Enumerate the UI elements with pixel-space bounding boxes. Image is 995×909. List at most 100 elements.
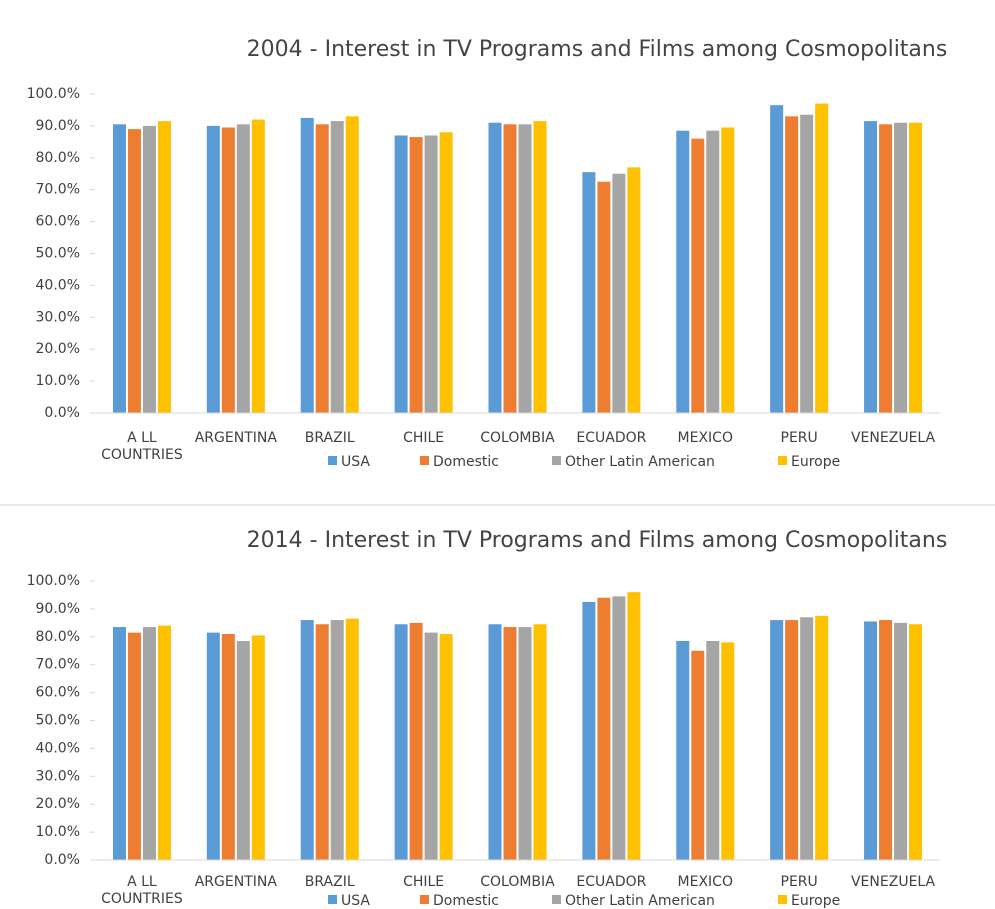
- bar: [627, 592, 641, 860]
- y-tick-label: 20.0%: [36, 796, 80, 812]
- bar: [409, 137, 423, 413]
- bar: [142, 627, 156, 860]
- bar: [236, 640, 250, 860]
- bar: [251, 119, 265, 414]
- bar: [909, 624, 923, 860]
- legend-swatch: [420, 895, 429, 904]
- bar: [721, 127, 735, 414]
- y-tick-label: 70.0%: [36, 657, 80, 673]
- x-tick-label: CHILE: [403, 430, 445, 446]
- bar: [300, 117, 314, 414]
- legend-swatch: [552, 456, 561, 465]
- bar: [785, 620, 799, 860]
- legend-label: Other Latin American: [565, 893, 715, 909]
- x-tick-label: PERU: [780, 430, 818, 446]
- bar: [518, 627, 532, 860]
- x-tick-label: BRAZIL: [304, 430, 355, 446]
- bar: [879, 124, 893, 414]
- x-tick-label: COLOMBIA: [480, 430, 555, 446]
- x-tick-label: MEXICO: [677, 430, 733, 446]
- y-tick-label: 30.0%: [36, 309, 80, 325]
- bar: [394, 135, 408, 413]
- bar: [251, 635, 265, 860]
- bar: [300, 620, 314, 860]
- chart-title: 2014 - Interest in TV Programs and Films…: [247, 528, 948, 553]
- bar: [488, 624, 502, 860]
- bar: [582, 172, 596, 413]
- bar: [612, 173, 626, 413]
- legend-label: Domestic: [433, 454, 499, 470]
- legend-label: USA: [341, 454, 370, 470]
- legend-label: Domestic: [433, 893, 499, 909]
- bar: [909, 122, 923, 414]
- bar: [157, 121, 171, 414]
- bar: [503, 124, 517, 414]
- bar: [864, 621, 878, 860]
- y-tick-label: 100.0%: [27, 573, 80, 589]
- bar: [706, 130, 720, 413]
- x-tick-label: ECUADOR: [576, 874, 647, 890]
- bar: [315, 124, 329, 414]
- y-tick-label: 0.0%: [44, 852, 80, 868]
- bar: [612, 596, 626, 860]
- bar: [345, 116, 359, 413]
- bar: [142, 125, 156, 414]
- bar: [409, 622, 423, 860]
- bar: [439, 132, 453, 413]
- bar: [221, 634, 235, 860]
- y-tick-label: 0.0%: [44, 405, 80, 421]
- bar: [582, 601, 596, 860]
- bar: [676, 130, 690, 413]
- chart-title: 2004 - Interest in TV Programs and Films…: [247, 37, 948, 62]
- y-tick-label: 100.0%: [27, 86, 80, 102]
- bar: [721, 642, 735, 860]
- bar: [691, 650, 705, 860]
- legend-swatch: [420, 456, 429, 465]
- bar: [770, 105, 784, 413]
- bar: [315, 624, 329, 860]
- bar: [330, 121, 344, 414]
- bar: [157, 625, 171, 860]
- bar: [597, 181, 611, 413]
- legend-label: USA: [341, 893, 370, 909]
- y-tick-label: 60.0%: [36, 685, 80, 701]
- bar: [518, 124, 532, 414]
- bar: [503, 627, 517, 860]
- x-tick-label: A LL COUNTRIES: [101, 874, 183, 907]
- bar: [800, 114, 814, 414]
- y-tick-label: 50.0%: [36, 246, 80, 262]
- bar: [533, 121, 547, 414]
- legend-swatch: [328, 456, 337, 465]
- bar: [127, 129, 141, 413]
- x-tick-label: A LL COUNTRIES: [101, 430, 183, 463]
- x-tick-label: BRAZIL: [304, 874, 355, 890]
- legend-swatch: [328, 895, 337, 904]
- bar: [864, 121, 878, 414]
- bar: [424, 135, 438, 413]
- y-tick-label: 10.0%: [36, 824, 80, 840]
- bar: [800, 617, 814, 860]
- legend-swatch: [552, 895, 561, 904]
- bar: [879, 620, 893, 860]
- bar: [706, 640, 720, 860]
- bar: [597, 597, 611, 860]
- y-tick-label: 40.0%: [36, 740, 80, 756]
- bar: [330, 620, 344, 860]
- legend-label: Other Latin American: [565, 454, 715, 470]
- bar: [439, 634, 453, 860]
- y-tick-label: 40.0%: [36, 277, 80, 293]
- bar: [424, 632, 438, 860]
- bar: [691, 138, 705, 413]
- x-tick-label: VENEZUELA: [850, 874, 936, 890]
- bar: [894, 122, 908, 414]
- bar: [770, 620, 784, 860]
- legend-label: Europe: [791, 893, 840, 909]
- bar: [345, 618, 359, 860]
- y-tick-label: 20.0%: [36, 341, 80, 357]
- x-tick-label: PERU: [780, 874, 818, 890]
- y-tick-label: 60.0%: [36, 214, 80, 230]
- bar: [894, 622, 908, 860]
- bar: [815, 615, 829, 860]
- bar: [112, 627, 126, 860]
